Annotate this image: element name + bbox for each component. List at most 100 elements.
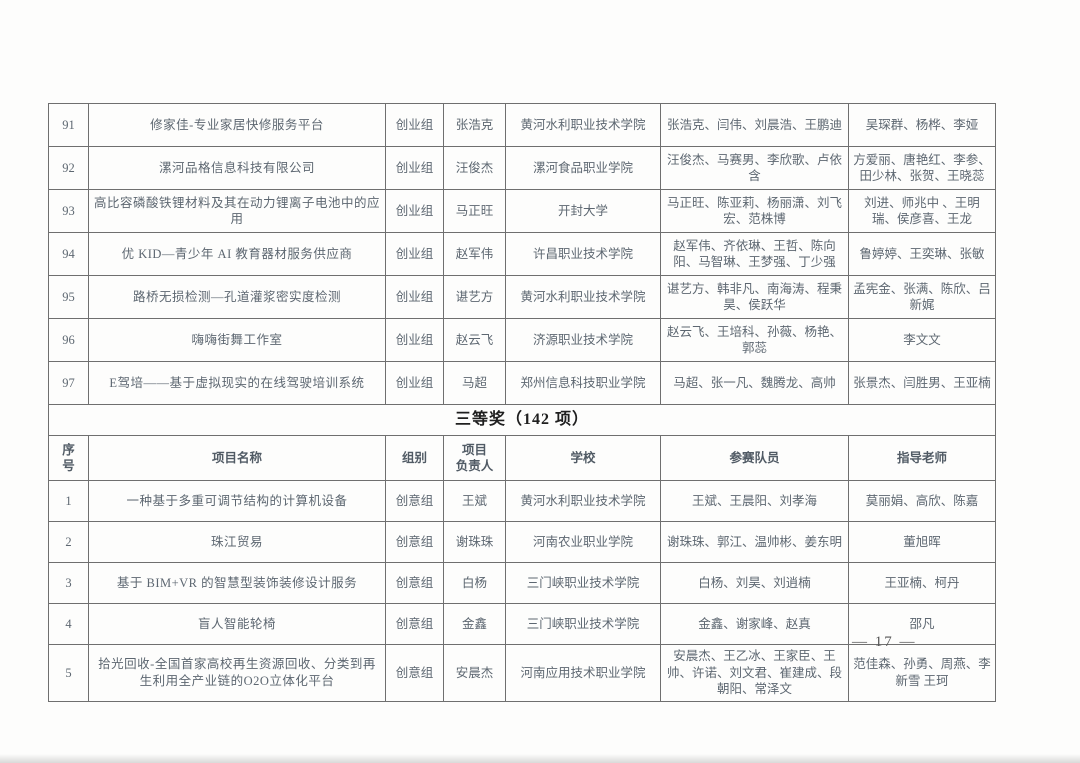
cell-team-members: 谢珠珠、郭江、温帅彬、姜东明 <box>660 521 849 563</box>
cell-project-name: 漯河品格信息科技有限公司 <box>88 146 386 190</box>
cell-school: 开封大学 <box>505 189 661 233</box>
cell-group: 创业组 <box>385 103 444 147</box>
cell-school: 郑州信息科技职业学院 <box>505 361 661 405</box>
cell-project-leader: 马正旺 <box>443 189 506 233</box>
cell-project-name: 拾光回收-全国首家高校再生资源回收、分类到再生利用全产业链的O2O立体化平台 <box>88 644 386 702</box>
cell-project-name: 高比容磷酸铁锂材料及其在动力锂离子电池中的应用 <box>88 189 386 233</box>
col-header-school: 学校 <box>505 435 661 481</box>
cell-team-members: 赵军伟、齐依琳、王哲、陈向阳、马智琳、王梦强、丁少强 <box>660 232 849 276</box>
cell-project-name: 珠江贸易 <box>88 521 386 563</box>
cell-project-name: 盲人智能轮椅 <box>88 603 386 645</box>
col-header-project: 项目名称 <box>88 435 386 481</box>
cell-group: 创意组 <box>385 562 444 604</box>
table-row: 94 优 KID—青少年 AI 教育器材服务供应商 创业组 赵军伟 许昌职业技术… <box>48 232 996 276</box>
table-row: 3 基于 BIM+VR 的智慧型装饰装修设计服务 创意组 白杨 三门峡职业技术学… <box>48 562 996 604</box>
cell-group: 创业组 <box>385 275 444 319</box>
cell-school: 河南农业职业学院 <box>505 521 661 563</box>
cell-school: 济源职业技术学院 <box>505 318 661 362</box>
cell-school: 三门峡职业技术学院 <box>505 603 661 645</box>
cell-project-leader: 金鑫 <box>443 603 506 645</box>
cell-advisors: 孟宪金、张满、陈欣、吕新娓 <box>848 275 996 319</box>
col-header-members: 参赛队员 <box>660 435 849 481</box>
cell-serial-number: 95 <box>48 275 89 319</box>
cell-project-name: 优 KID—青少年 AI 教育器材服务供应商 <box>88 232 386 276</box>
cell-advisors: 李文文 <box>848 318 996 362</box>
cell-school: 黄河水利职业技术学院 <box>505 103 661 147</box>
cell-project-leader: 赵云飞 <box>443 318 506 362</box>
cell-serial-number: 96 <box>48 318 89 362</box>
cell-project-name: 修家佳-专业家居快修服务平台 <box>88 103 386 147</box>
cell-project-leader: 安晨杰 <box>443 644 506 702</box>
cell-serial-number: 94 <box>48 232 89 276</box>
cell-project-leader: 谢珠珠 <box>443 521 506 563</box>
cell-group: 创意组 <box>385 521 444 563</box>
cell-advisors: 王亚楠、柯丹 <box>848 562 996 604</box>
cell-project-name: E驾培——基于虚拟现实的在线驾驶培训系统 <box>88 361 386 405</box>
cell-team-members: 马超、张一凡、魏腾龙、高帅 <box>660 361 849 405</box>
table-row: 4 盲人智能轮椅 创意组 金鑫 三门峡职业技术学院 金鑫、谢家峰、赵真 邵凡 <box>48 603 996 645</box>
cell-project-name: 路桥无损检测—孔道灌浆密实度检测 <box>88 275 386 319</box>
cell-school: 漯河食品职业学院 <box>505 146 661 190</box>
cell-school: 许昌职业技术学院 <box>505 232 661 276</box>
cell-advisors: 范佳森、孙勇、周燕、李新雪 王珂 <box>848 644 996 702</box>
col-header-leader: 项目 负责人 <box>443 435 506 481</box>
cell-advisors: 张景杰、闫胜男、王亚楠 <box>848 361 996 405</box>
cell-serial-number: 3 <box>48 562 89 604</box>
cell-serial-number: 97 <box>48 361 89 405</box>
cell-project-leader: 王斌 <box>443 480 506 522</box>
cell-serial-number: 5 <box>48 644 89 702</box>
third-prize-rows: 1 一种基于多重可调节结构的计算机设备 创意组 王斌 黄河水利职业技术学院 王斌… <box>48 480 996 702</box>
cell-team-members: 白杨、刘昊、刘逍楠 <box>660 562 849 604</box>
cell-group: 创业组 <box>385 361 444 405</box>
table-row: 95 路桥无损检测—孔道灌浆密实度检测 创业组 谌艺方 黄河水利职业技术学院 谌… <box>48 275 996 319</box>
section-title: 三等奖（142 项） <box>48 404 996 436</box>
col-header-group: 组别 <box>385 435 444 481</box>
cell-serial-number: 91 <box>48 103 89 147</box>
cell-project-leader: 马超 <box>443 361 506 405</box>
cell-team-members: 赵云飞、王培科、孙薇、杨艳、郭蕊 <box>660 318 849 362</box>
cell-project-leader: 汪俊杰 <box>443 146 506 190</box>
cell-advisors: 刘进、师兆中 、王明瑞、侯彦喜、王龙 <box>848 189 996 233</box>
section-title-row: 三等奖（142 项） <box>48 404 996 436</box>
table-row: 1 一种基于多重可调节结构的计算机设备 创意组 王斌 黄河水利职业技术学院 王斌… <box>48 480 996 522</box>
cell-advisors: 鲁婷婷、王奕琳、张敏 <box>848 232 996 276</box>
table-row: 91 修家佳-专业家居快修服务平台 创业组 张浩克 黄河水利职业技术学院 张浩克… <box>48 103 996 147</box>
cell-project-leader: 赵军伟 <box>443 232 506 276</box>
cell-advisors: 莫丽娟、高欣、陈嘉 <box>848 480 996 522</box>
cell-team-members: 金鑫、谢家峰、赵真 <box>660 603 849 645</box>
cell-school: 河南应用技术职业学院 <box>505 644 661 702</box>
cell-advisors: 吴琛群、杨桦、李娅 <box>848 103 996 147</box>
cell-serial-number: 92 <box>48 146 89 190</box>
table-row: 2 珠江贸易 创意组 谢珠珠 河南农业职业学院 谢珠珠、郭江、温帅彬、姜东明 董… <box>48 521 996 563</box>
third-prize-header: 三等奖（142 项） 序 号 项目名称 组别 项目 负责人 学校 参赛队员 指导… <box>48 404 996 481</box>
cell-serial-number: 1 <box>48 480 89 522</box>
cell-team-members: 汪俊杰、马赛男、李欣歌、卢依含 <box>660 146 849 190</box>
table-row: 93 高比容磷酸铁锂材料及其在动力锂离子电池中的应用 创业组 马正旺 开封大学 … <box>48 189 996 233</box>
cell-project-name: 一种基于多重可调节结构的计算机设备 <box>88 480 386 522</box>
cell-project-name: 嗨嗨街舞工作室 <box>88 318 386 362</box>
cell-project-leader: 白杨 <box>443 562 506 604</box>
table-row: 96 嗨嗨街舞工作室 创业组 赵云飞 济源职业技术学院 赵云飞、王培科、孙薇、杨… <box>48 318 996 362</box>
cell-team-members: 王斌、王晨阳、刘孝海 <box>660 480 849 522</box>
cell-school: 三门峡职业技术学院 <box>505 562 661 604</box>
cell-serial-number: 93 <box>48 189 89 233</box>
cell-project-leader: 张浩克 <box>443 103 506 147</box>
scan-shadow <box>0 754 1080 763</box>
cell-project-name: 基于 BIM+VR 的智慧型装饰装修设计服务 <box>88 562 386 604</box>
cell-team-members: 安晨杰、王乙冰、王家臣、王帅、许诺、刘文君、崔建成、段朝阳、常泽文 <box>660 644 849 702</box>
cell-serial-number: 4 <box>48 603 89 645</box>
table-row: 97 E驾培——基于虚拟现实的在线驾驶培训系统 创业组 马超 郑州信息科技职业学… <box>48 361 996 405</box>
column-header-row: 序 号 项目名称 组别 项目 负责人 学校 参赛队员 指导老师 <box>48 435 996 481</box>
cell-serial-number: 2 <box>48 521 89 563</box>
cell-group: 创业组 <box>385 189 444 233</box>
cell-team-members: 谌艺方、韩非凡、南海涛、程秉昊、侯跃华 <box>660 275 849 319</box>
cell-group: 创业组 <box>385 146 444 190</box>
cell-project-leader: 谌艺方 <box>443 275 506 319</box>
cell-advisors: 邵凡 <box>848 603 996 645</box>
cell-group: 创业组 <box>385 318 444 362</box>
cell-advisors: 方爱丽、唐艳红、李参、田少林、张贺、王晓蕊 <box>848 146 996 190</box>
award-results-table: 91 修家佳-专业家居快修服务平台 创业组 张浩克 黄河水利职业技术学院 张浩克… <box>48 103 996 702</box>
cell-group: 创意组 <box>385 480 444 522</box>
cell-group: 创意组 <box>385 644 444 702</box>
